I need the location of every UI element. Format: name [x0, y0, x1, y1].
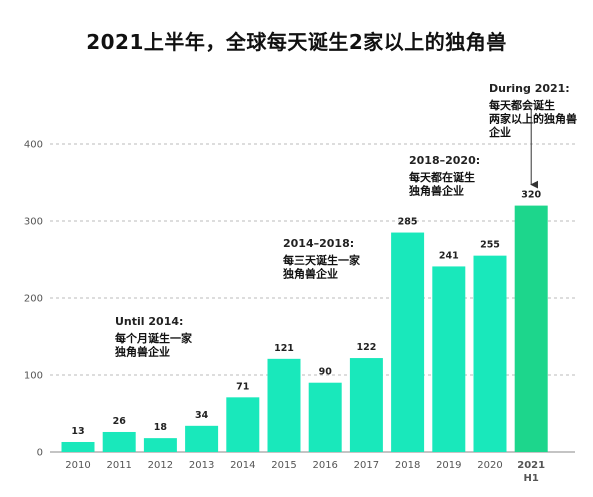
y-tick-label: 200	[24, 294, 43, 305]
value-label: 13	[71, 426, 84, 437]
annotation-text: 两家以上的独角兽	[489, 112, 577, 126]
value-label: 122	[356, 342, 376, 353]
annotation-text: 每三天诞生一家	[283, 253, 361, 267]
x-tick-label: 2012	[148, 460, 173, 471]
value-label: 34	[195, 410, 209, 421]
bar-2016	[308, 382, 342, 452]
value-label: 320	[521, 190, 541, 201]
bar-2010	[61, 441, 95, 452]
bar-2013	[185, 425, 219, 452]
bar-2014	[226, 397, 260, 452]
x-tick-label: 2017	[354, 460, 379, 471]
bar-2021	[514, 205, 548, 452]
bar-2018	[391, 232, 425, 452]
x-tick-label: 2011	[106, 460, 131, 471]
annotation-text: 每天都在诞生	[409, 170, 475, 184]
value-label: 241	[439, 250, 459, 261]
x-tick-label: 2020	[477, 460, 502, 471]
y-tick-label: 100	[24, 371, 43, 382]
annotation-heading: 2014–2018:	[283, 237, 354, 250]
value-label: 121	[274, 343, 294, 354]
x-tick-label: 2014	[230, 460, 255, 471]
annotation-text: 独角兽企业	[114, 345, 170, 359]
x-tick-label: 2010	[65, 460, 90, 471]
y-tick-label: 300	[24, 217, 43, 228]
x-tick-label: 2021	[517, 460, 545, 471]
bar-2020	[473, 255, 507, 452]
annotation-text: 每天都会诞生	[489, 98, 555, 112]
annotation-heading: During 2021:	[489, 82, 570, 95]
value-label: 26	[113, 416, 127, 427]
bar-2017	[349, 358, 383, 452]
value-label: 71	[236, 381, 249, 392]
x-tick-label: 2016	[312, 460, 337, 471]
annotation-text: 每个月诞生一家	[115, 331, 193, 345]
value-label: 285	[398, 217, 418, 228]
annotation-text: 独角兽企业	[282, 267, 338, 281]
bar-2019	[432, 266, 466, 452]
annotation-heading: 2018–2020:	[409, 154, 480, 167]
annotation-text: 独角兽企业	[408, 184, 464, 198]
bar-2011	[102, 431, 136, 452]
chart-title: 2021上半年，全球每天诞生2家以上的独角兽	[86, 30, 507, 54]
x-tick-label: 2019	[436, 460, 461, 471]
y-tick-label: 400	[24, 140, 43, 151]
value-label: 255	[480, 240, 500, 251]
bar-2012	[143, 438, 177, 452]
x-tick-label: 2013	[189, 460, 214, 471]
value-label: 18	[154, 422, 168, 433]
x-tick-sublabel: H1	[524, 473, 539, 484]
y-tick-label: 0	[37, 448, 43, 459]
value-label: 90	[319, 367, 333, 378]
annotation-heading: Until 2014:	[115, 315, 183, 328]
x-tick-label: 2018	[395, 460, 420, 471]
annotation-text: 企业	[488, 125, 511, 139]
x-tick-label: 2015	[271, 460, 296, 471]
bar-2015	[267, 358, 301, 452]
